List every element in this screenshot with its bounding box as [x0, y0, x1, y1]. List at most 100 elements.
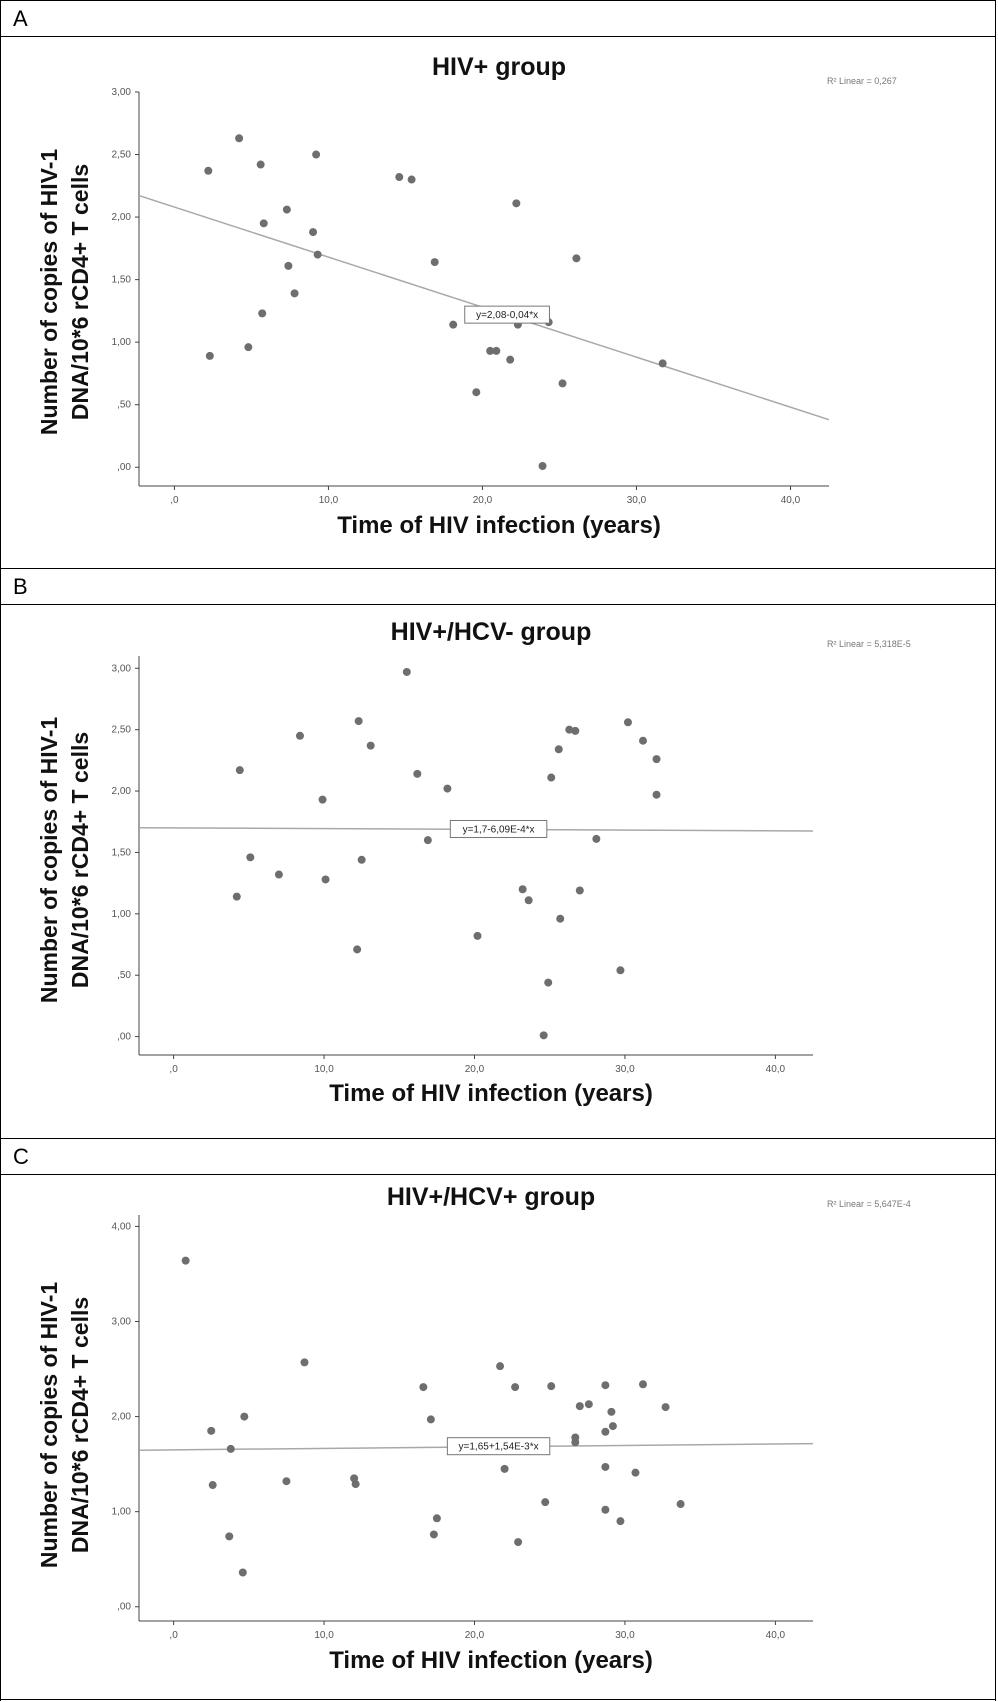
data-point [616, 1517, 625, 1526]
data-point [235, 766, 244, 775]
data-point [472, 388, 481, 397]
data-point [423, 836, 432, 845]
data-point [321, 875, 330, 884]
y-tick-label: 1,50 [112, 847, 132, 858]
data-point [492, 346, 501, 355]
x-axis-label: Time of HIV infection (years) [337, 512, 661, 539]
data-point [571, 726, 580, 735]
bottom-border [0, 1699, 996, 1700]
data-point [309, 228, 318, 237]
data-point [554, 745, 563, 754]
data-point [541, 1498, 550, 1507]
x-tick-label: 30,0 [615, 1630, 635, 1641]
data-point [354, 717, 363, 726]
x-tick-label: 30,0 [627, 495, 647, 506]
data-point [518, 885, 527, 894]
data-point [240, 1412, 249, 1421]
data-point [238, 1568, 247, 1577]
data-point [500, 1464, 509, 1473]
y-tick-label: ,00 [117, 1602, 131, 1613]
data-point [506, 355, 515, 364]
data-point [638, 736, 647, 745]
panel-b-letter: B [13, 574, 28, 599]
data-point [661, 1403, 670, 1412]
data-point [607, 1407, 616, 1416]
panel-a: A ,00 ,50 1,00 1,50 2,00 2,50 3,00 ,0 10,0 20,0 30… [0, 0, 996, 568]
data-point [558, 379, 567, 388]
panel-c: C ,00 1,00 2,00 3,00 4,00 ,0 10,0 20,0 30,0 40,0 y… [0, 1138, 996, 1701]
data-point [181, 1256, 190, 1265]
data-point [601, 1427, 610, 1436]
data-point [426, 1415, 435, 1424]
data-point [351, 1480, 360, 1489]
data-point [575, 886, 584, 895]
data-point [524, 896, 533, 905]
data-point [556, 914, 565, 923]
x-axis-label: Time of HIV infection (years) [329, 1080, 653, 1107]
data-point [565, 725, 574, 734]
data-point [432, 1514, 441, 1523]
data-point [547, 1382, 556, 1391]
data-point [584, 1400, 593, 1409]
x-tick-label: 20,0 [465, 1064, 485, 1075]
data-point [419, 1383, 428, 1392]
data-point [313, 250, 322, 259]
x-tick-label: ,0 [169, 1630, 178, 1641]
data-point [572, 254, 581, 263]
y-tick-label: 4,00 [112, 1221, 132, 1232]
data-point [547, 773, 556, 782]
data-point [430, 258, 439, 267]
y-axis-label: Number of copies of HIV-1 [36, 717, 62, 1003]
x-tick-label: 20,0 [465, 1630, 485, 1641]
data-point [246, 853, 255, 862]
data-point [601, 1381, 610, 1390]
y-axis-label: DNA/10*6 rCD4+ T cells [67, 164, 93, 420]
y-tick-label: 2,00 [112, 212, 132, 223]
x-tick-label: ,0 [169, 1064, 178, 1075]
data-point [443, 784, 452, 793]
panel-c-letter: C [13, 1144, 29, 1169]
data-point [571, 1438, 580, 1447]
data-point [429, 1530, 438, 1539]
data-point [631, 1468, 640, 1477]
data-point [232, 892, 241, 901]
y-tick-label: ,00 [117, 462, 131, 473]
data-point [592, 834, 601, 843]
data-point [652, 755, 661, 764]
y-tick-label: 1,00 [112, 1507, 132, 1518]
y-axis-label: Number of copies of HIV-1 [36, 1282, 62, 1568]
data-point [274, 870, 283, 879]
data-point [282, 205, 291, 214]
x-tick-label: 10,0 [319, 495, 339, 506]
panel-c-header: C [1, 1139, 995, 1175]
x-tick-label: 40,0 [781, 495, 801, 506]
data-point [282, 1477, 291, 1486]
data-point [318, 795, 327, 804]
data-point [544, 978, 553, 987]
y-tick-label: 3,00 [112, 87, 132, 98]
y-tick-label: 3,00 [112, 1316, 132, 1327]
data-point [225, 1532, 234, 1541]
data-point [608, 1422, 617, 1431]
y-tick-label: 2,50 [112, 725, 132, 736]
x-tick-label: 20,0 [473, 495, 493, 506]
equation-box [464, 305, 550, 324]
x-tick-label: ,0 [170, 495, 179, 506]
data-point [623, 718, 632, 727]
data-point [496, 1362, 505, 1371]
data-point [407, 175, 416, 184]
data-point [676, 1500, 685, 1509]
data-point [235, 134, 244, 143]
equation-box [449, 819, 548, 838]
data-point [205, 351, 214, 360]
data-point [512, 199, 521, 208]
data-point [402, 667, 411, 676]
chart-c: ,00 1,00 2,00 3,00 4,00 ,0 10,0 20,0 30,0 40,0 y=1… [36, 1183, 911, 1674]
x-tick-label: 40,0 [766, 1064, 786, 1075]
equation-box [446, 1437, 551, 1456]
data-point [244, 343, 253, 352]
y-tick-label: 1,00 [112, 909, 132, 920]
equation-label: y=2,08-0,04*x [476, 310, 538, 321]
y-tick-label: 2,00 [112, 786, 132, 797]
x-tick-label: 30,0 [615, 1064, 635, 1075]
